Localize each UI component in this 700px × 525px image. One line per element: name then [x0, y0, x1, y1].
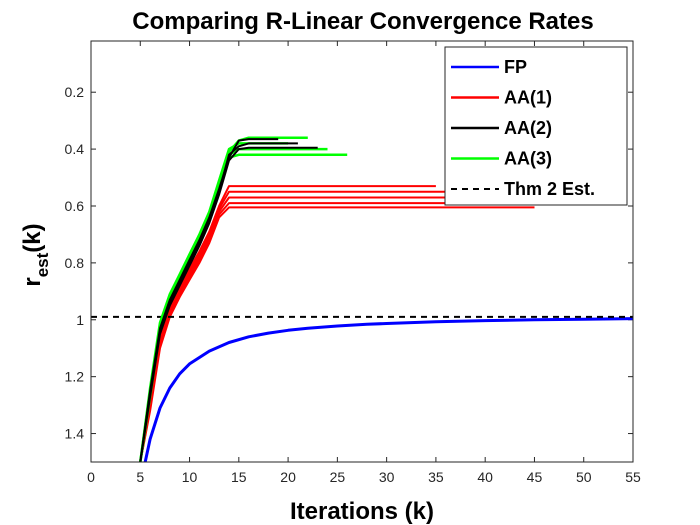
- x-tick-label: 40: [477, 469, 493, 485]
- ticks-layer: 0 5 10 15 20 25 30 35 40 45 50 55 0.2 0.4 0.6 0.8 1 1.2 1.…: [65, 41, 641, 485]
- y-axis-label-main: r: [19, 277, 46, 286]
- axes-box: [90, 40, 634, 463]
- series-layer: [91, 136, 633, 462]
- x-tick-label: 10: [182, 469, 198, 485]
- legend-label: AA(2): [504, 118, 552, 138]
- x-tick-label: 25: [330, 469, 346, 485]
- series-line-aa-2-run-3: [139, 138, 279, 462]
- y-tick-label: 1: [76, 312, 84, 328]
- x-tick-label: 50: [576, 469, 592, 485]
- x-tick-label: 35: [428, 469, 444, 485]
- x-tick-label: 5: [136, 469, 144, 485]
- legend-box: [444, 46, 628, 206]
- y-tick-label: 1.4: [65, 426, 85, 442]
- x-tick-label: 20: [280, 469, 296, 485]
- legend-label: AA(3): [504, 149, 552, 169]
- x-tick-label: 0: [87, 469, 95, 485]
- x-tick-label: 30: [379, 469, 395, 485]
- y-tick-label: 1.2: [65, 369, 85, 385]
- y-axis-label-tail: (k): [19, 223, 46, 252]
- x-axis-label: Iterations (k): [290, 498, 434, 525]
- legend: FP AA(1) AA(2) AA(3) Thm 2 Est.: [444, 46, 628, 206]
- y-tick-label: 0.8: [65, 255, 85, 271]
- series-line-fp: [143, 317, 633, 462]
- y-axis-label: rest(k): [19, 223, 52, 286]
- legend-label: FP: [504, 57, 527, 77]
- series-line-aa-1-run-5: [139, 206, 535, 462]
- legend-label: Thm 2 Est.: [504, 179, 595, 199]
- x-tick-label: 45: [527, 469, 543, 485]
- y-axis-label-sub: est: [33, 252, 52, 277]
- y-tick-label: 0.2: [65, 84, 85, 100]
- x-tick-label: 15: [231, 469, 247, 485]
- y-tick-label: 0.6: [65, 198, 85, 214]
- y-tick-label: 0.4: [65, 141, 85, 157]
- series-line-aa-3-run-4: [139, 142, 289, 462]
- legend-label: AA(1): [504, 88, 552, 108]
- x-tick-label: 55: [625, 469, 641, 485]
- chart-title: Comparing R-Linear Convergence Rates: [132, 8, 593, 35]
